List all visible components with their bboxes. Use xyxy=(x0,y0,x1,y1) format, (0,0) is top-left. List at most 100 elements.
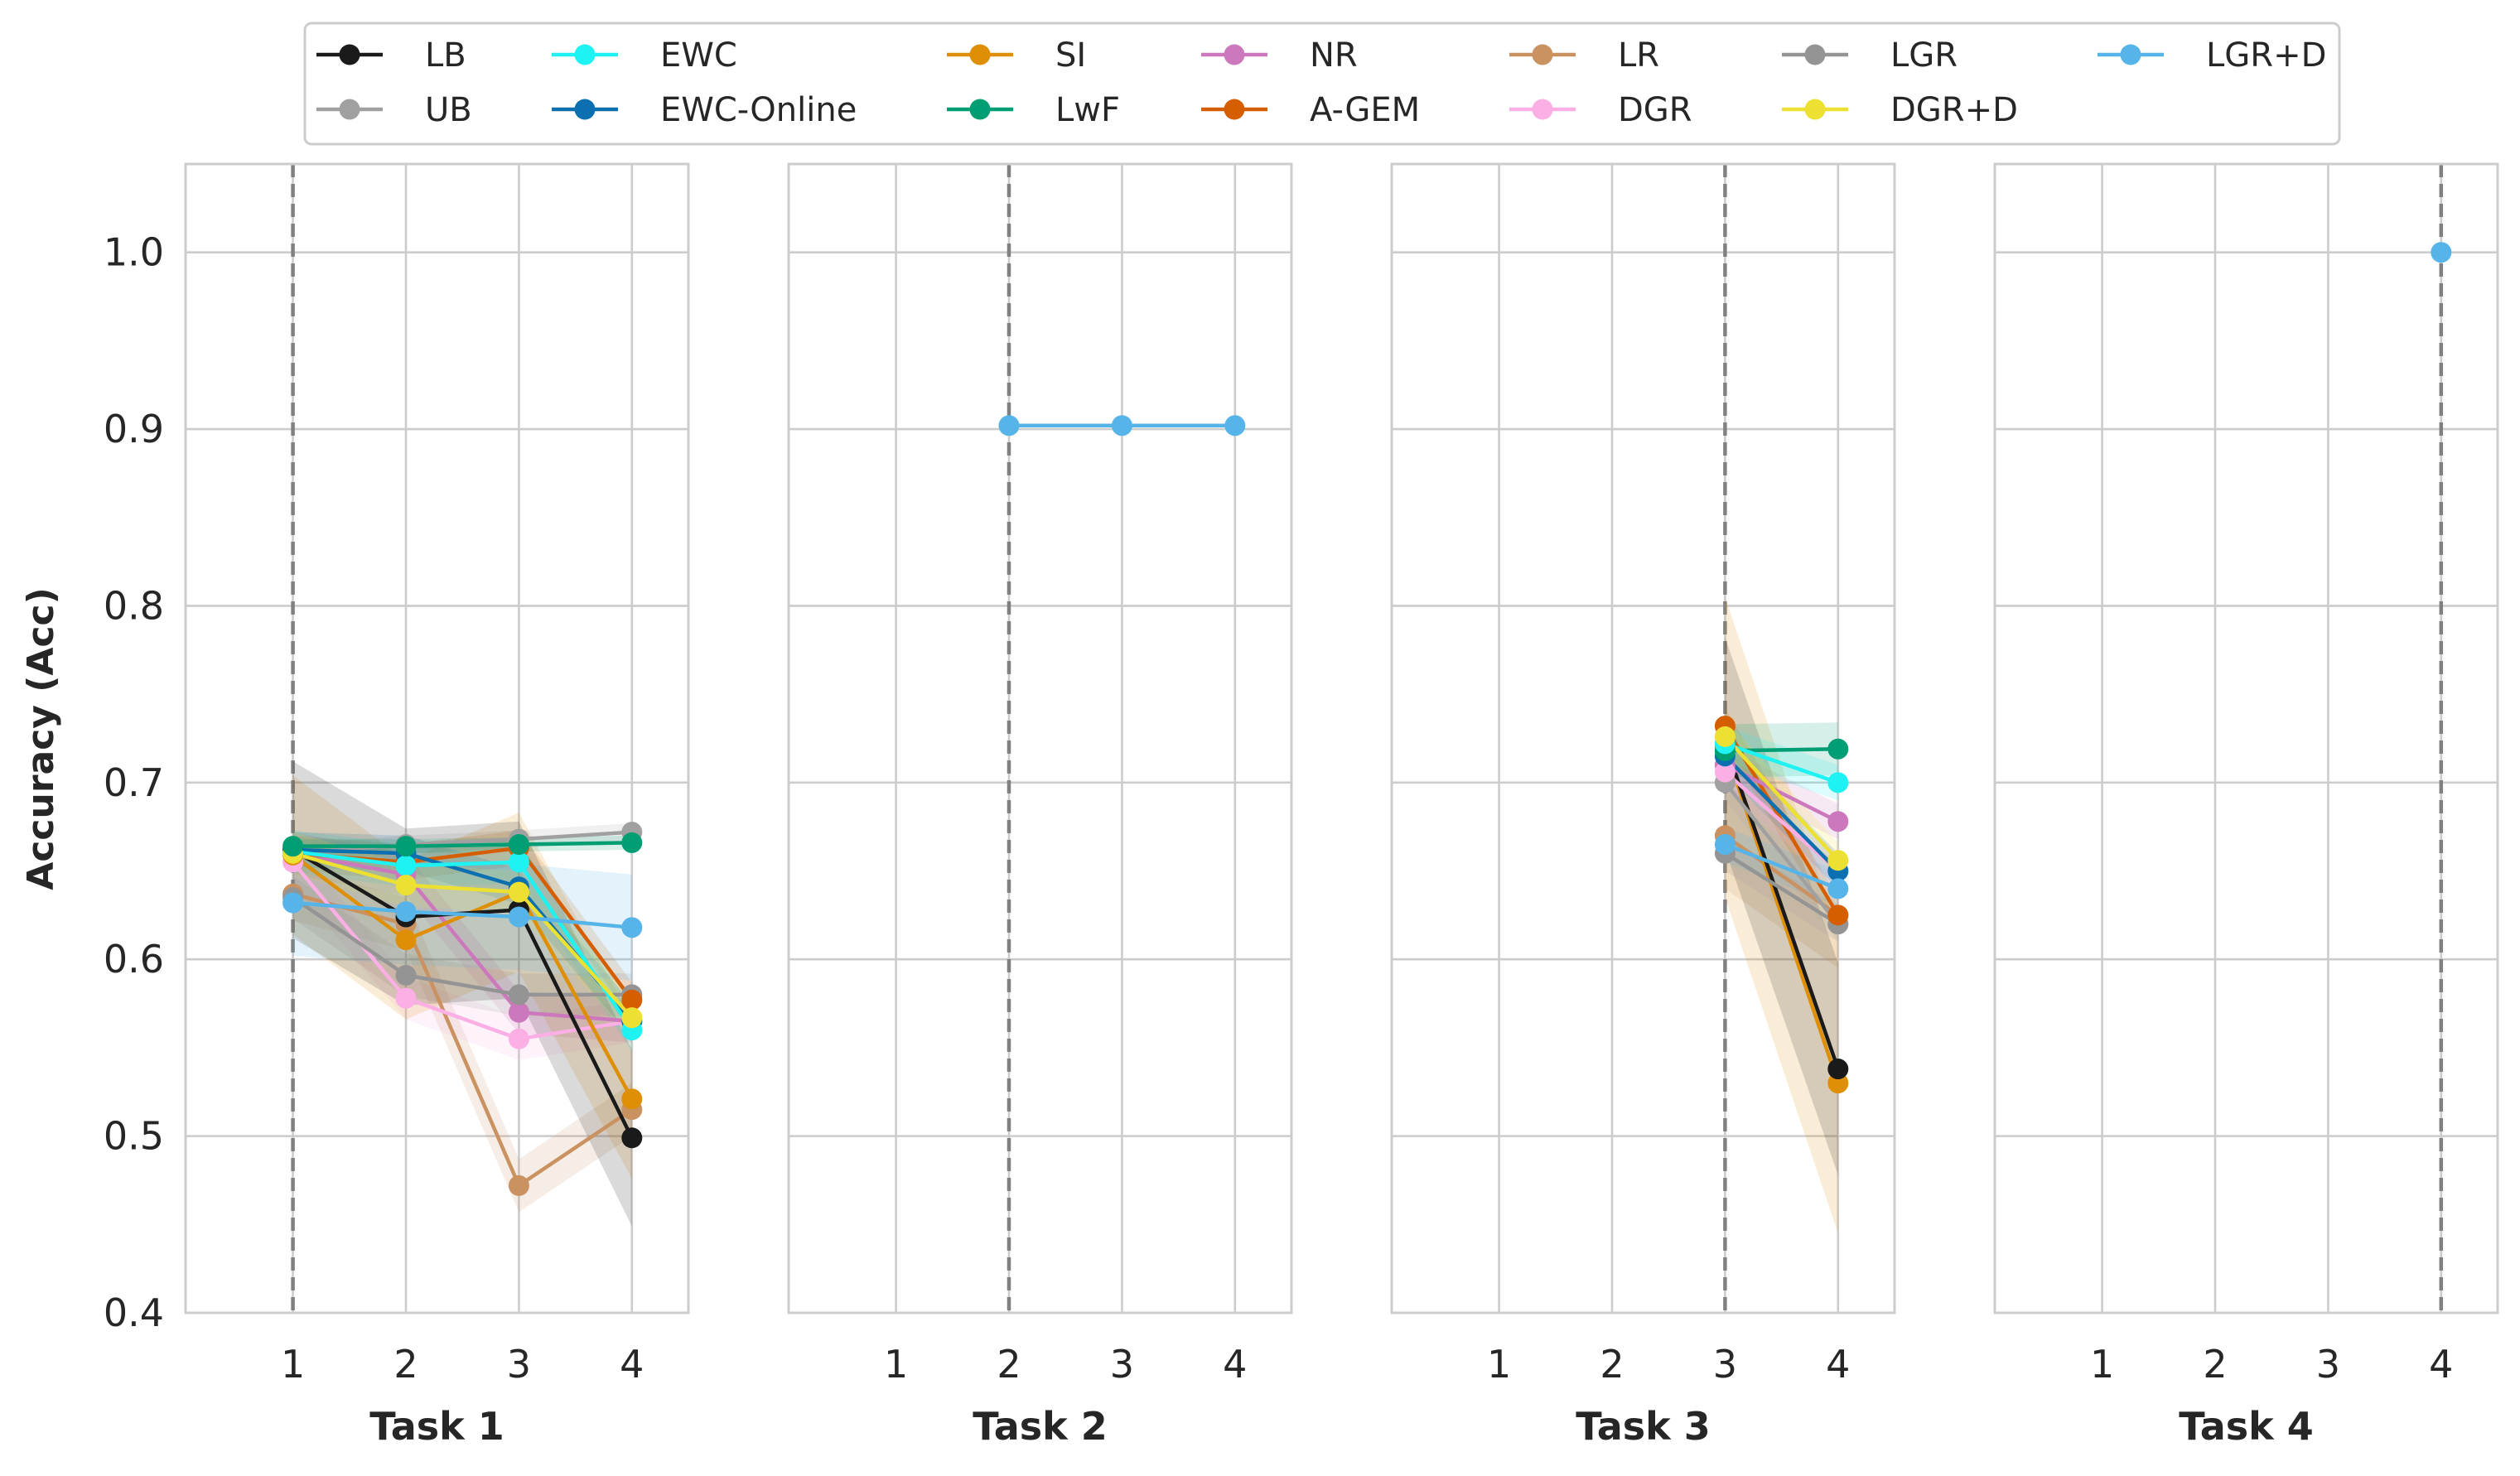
legend-marker xyxy=(969,99,991,120)
data-point-lwf xyxy=(508,834,529,856)
band-dgr-d xyxy=(292,832,632,1039)
y-tick-label: 0.6 xyxy=(104,937,164,982)
panel-1: 1 2 3 4 Task 1 0.4 0.5 0.6 0.7 0.8 0.9 1.0 xyxy=(104,162,690,1449)
data-point-dgr-d xyxy=(508,881,529,903)
data-point-si xyxy=(395,929,417,951)
data-point-dgr xyxy=(1714,761,1736,783)
panel-3: 1 2 3 4 Task 3 xyxy=(1390,162,1896,1449)
band-lr xyxy=(292,867,632,1213)
legend-label: SI xyxy=(1055,36,1086,75)
y-tick-label: 1.0 xyxy=(104,230,164,275)
panels-layer: 1 2 3 4 Task 1 0.4 0.5 0.6 0.7 0.8 0.9 1.0 1 2 3 4 Task … xyxy=(104,162,2499,1449)
data-point-nr xyxy=(508,1001,529,1023)
data-point-lb xyxy=(1827,1059,1849,1080)
series-line-dgr-d xyxy=(292,851,634,1020)
data-point-lwf xyxy=(621,832,643,853)
data-point-lwf xyxy=(395,836,417,857)
series-line-lgr xyxy=(1724,851,1839,926)
legend-marker xyxy=(2120,44,2141,65)
x-tick-label: 2 xyxy=(393,1342,418,1387)
panel-title: Task 4 xyxy=(2179,1404,2313,1449)
legend-label: NR xyxy=(1310,36,1358,75)
legend-marker xyxy=(969,44,991,65)
data-point-a-gem xyxy=(621,989,643,1011)
panel-4: 1 2 3 4 Task 4 xyxy=(1993,162,2499,1449)
legend-label: LGR+D xyxy=(2206,36,2326,75)
legend-item-lb: LB xyxy=(316,36,466,75)
legend-label: EWC xyxy=(660,36,737,75)
x-tick-label: 4 xyxy=(1826,1342,1850,1387)
x-tick-label: 3 xyxy=(1110,1342,1134,1387)
data-point-lgr-d xyxy=(2431,242,2452,263)
data-point-dgr-d xyxy=(1827,850,1849,871)
data-point-lgr-d xyxy=(998,415,1020,437)
series-line-dgr xyxy=(291,861,633,1041)
data-point-dgr xyxy=(395,987,417,1009)
series-line-lgr-d xyxy=(292,900,633,930)
legend-item-lgr-d: LGR+D xyxy=(2098,36,2326,75)
legend-marker xyxy=(1532,44,1553,65)
x-tick-label: 3 xyxy=(2316,1342,2340,1387)
y-axis-label: Accuracy (Acc) xyxy=(20,587,62,890)
legend-item-lr: LR xyxy=(1509,36,1659,75)
legend-item-lwf: LwF xyxy=(947,91,1120,129)
data-point-dgr xyxy=(508,1028,529,1049)
x-tick-label: 2 xyxy=(1600,1342,1624,1387)
band-nr xyxy=(292,832,632,1043)
data-point-lgr-d xyxy=(621,917,643,938)
data-point-lgr-d xyxy=(1827,878,1849,900)
x-tick-label: 4 xyxy=(2429,1342,2453,1387)
plot-area xyxy=(186,164,688,1313)
legend-marker xyxy=(1224,99,1245,120)
x-tick-label: 1 xyxy=(281,1342,305,1387)
legend-marker xyxy=(1804,44,1826,65)
band-lgr xyxy=(292,875,632,1016)
data-point-a-gem xyxy=(1827,904,1849,926)
data-point-dgr-d xyxy=(621,1007,643,1029)
x-tick-label: 1 xyxy=(2090,1342,2114,1387)
band-ewc-online xyxy=(292,832,632,1039)
legend-item-a-gem: A-GEM xyxy=(1201,91,1420,129)
x-tick-label: 4 xyxy=(1223,1342,1247,1387)
legend: LB UB EWC EWC-Online SI LwF NR A-GEM LR DGR LGR DGR… xyxy=(303,22,2341,146)
legend-label: LwF xyxy=(1055,91,1120,129)
data-point-lr xyxy=(508,1175,529,1196)
legend-item-si: SI xyxy=(947,36,1086,75)
legend-label: EWC-Online xyxy=(660,91,857,129)
plot-frame xyxy=(1993,162,2499,1314)
legend-label: DGR+D xyxy=(1890,91,2018,129)
legend-label: LB xyxy=(425,36,466,75)
data-point-lgr-d xyxy=(508,906,529,928)
data-point-lgr-d xyxy=(1714,834,1736,856)
panel-title: Task 1 xyxy=(369,1404,504,1449)
panel-title: Task 2 xyxy=(973,1404,1107,1449)
data-point-dgr-d xyxy=(1714,726,1736,747)
legend-item-ewc-online: EWC-Online xyxy=(552,91,857,129)
data-point-dgr-d xyxy=(395,875,417,896)
series-line-lb xyxy=(1723,743,1840,1070)
legend-item-ub: UB xyxy=(316,91,472,129)
series-line-nr xyxy=(292,851,632,1024)
legend-marker xyxy=(339,99,360,120)
y-tick-label: 0.5 xyxy=(104,1114,164,1159)
series-line-ub xyxy=(292,830,632,856)
legend-label: LR xyxy=(1618,36,1659,75)
y-tick-label: 0.8 xyxy=(104,583,164,628)
data-point-lgr-d xyxy=(395,901,417,923)
legend-label: A-GEM xyxy=(1310,91,1420,129)
legend-marker xyxy=(1804,99,1826,120)
x-tick-label: 2 xyxy=(997,1342,1021,1387)
series-line-lwf xyxy=(292,841,632,848)
data-point-lgr xyxy=(395,964,417,986)
data-point-lgr-d xyxy=(1224,415,1246,437)
panel-2: 1 2 3 4 Task 2 xyxy=(787,162,1293,1449)
legend-label: LGR xyxy=(1890,36,1958,75)
data-point-ewc xyxy=(508,851,529,873)
y-tick-label: 0.4 xyxy=(104,1290,164,1335)
plot-area xyxy=(1995,164,2498,1313)
plot-area xyxy=(789,164,1291,1313)
legend-item-ewc: EWC xyxy=(552,36,737,75)
plot-frame xyxy=(787,162,1293,1314)
